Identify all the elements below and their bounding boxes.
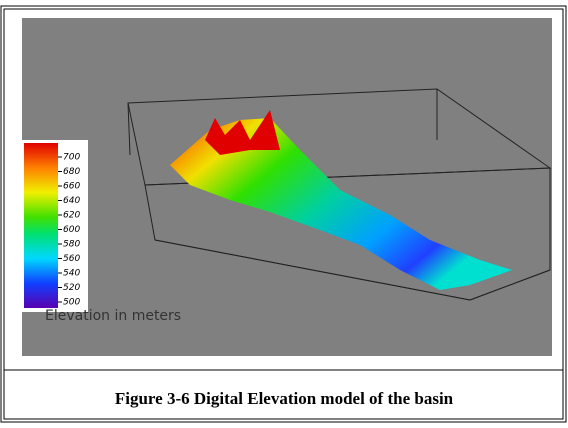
colorbar-tick-label: 680 xyxy=(63,167,80,177)
colorbar-tick-label: 540 xyxy=(63,269,80,279)
colorbar-tick-label: 580 xyxy=(63,240,80,250)
page: 700 680 660 640 620 600 580 560 540 520 500 Elevat… xyxy=(0,0,568,423)
colorbar-tick-label: 520 xyxy=(63,283,80,293)
colorbar-tick-label: 700 xyxy=(63,153,80,163)
colorbar-tick-label: 600 xyxy=(63,225,80,235)
colorbar-tick-label: 640 xyxy=(63,196,80,206)
caption: Figure 3-6 Digital Elevation model of th… xyxy=(115,389,454,408)
colorbar-label: Elevation in meters xyxy=(45,308,181,324)
colorbar-tick-label: 660 xyxy=(63,182,80,192)
colorbar-tick-label: 560 xyxy=(63,254,80,264)
colorbar-tick-label: 620 xyxy=(63,211,80,221)
colorbar xyxy=(24,143,58,308)
colorbar-tick-label: 500 xyxy=(63,298,80,308)
